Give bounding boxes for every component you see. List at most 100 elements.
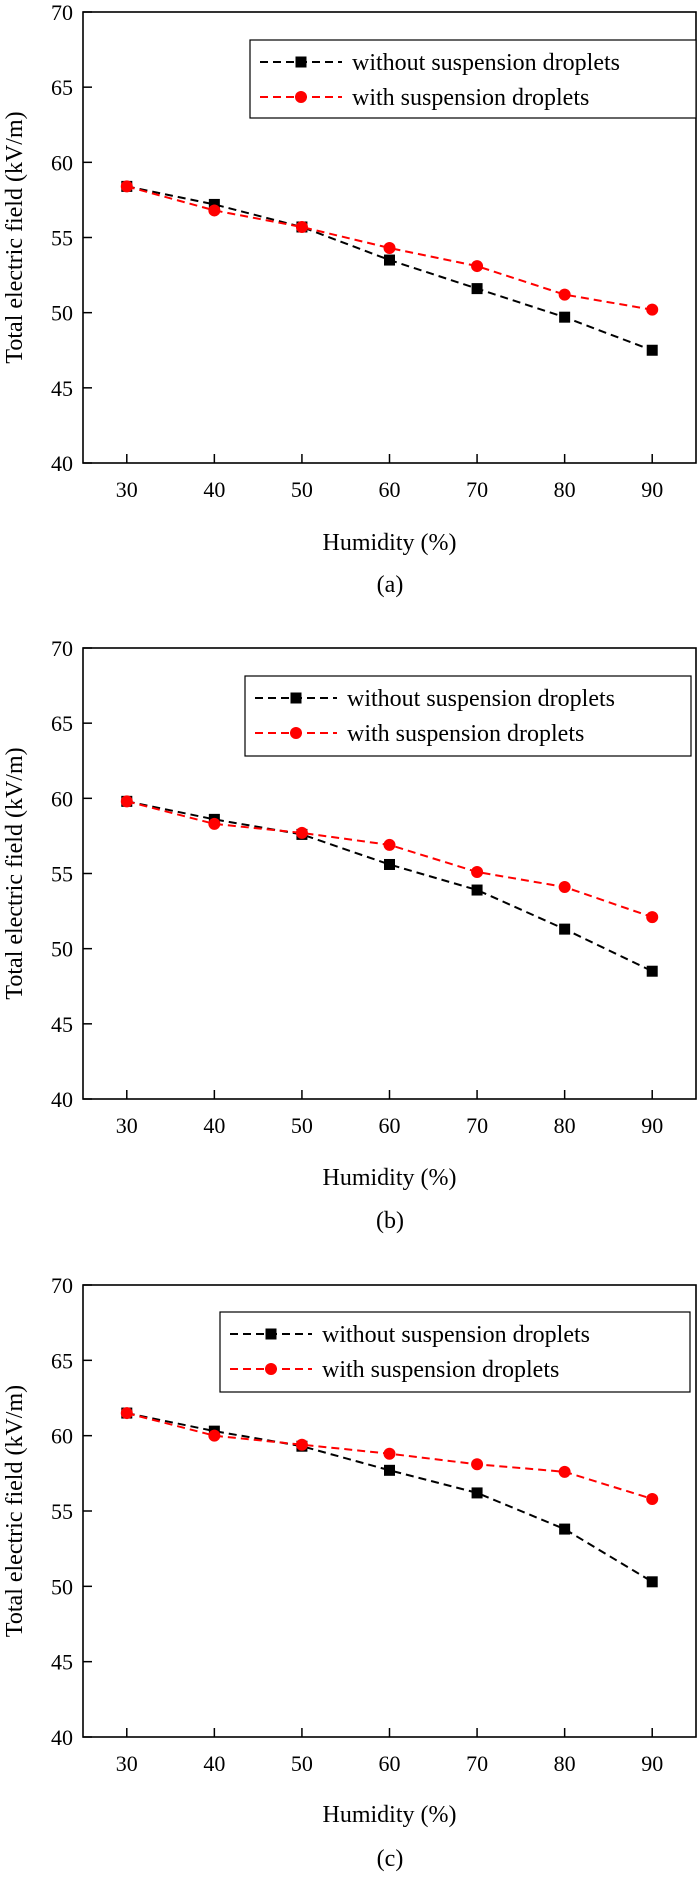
x-tick-label: 60 [379,477,401,502]
data-point-circle [120,180,133,193]
legend: without suspension droplets with suspensi… [244,675,692,757]
y-tick-label: 40 [51,451,73,476]
x-tick-label: 30 [116,1113,138,1138]
y-tick-label: 60 [51,786,73,811]
legend: without suspension droplets with suspensi… [249,39,697,119]
legend-label: with suspension droplets [322,1357,559,1383]
x-axis-title: Humidity (%) [323,530,457,556]
legend-label: with suspension droplets [347,721,584,747]
y-tick-label: 65 [51,711,73,736]
data-point-circle [295,826,308,839]
x-tick-label: 90 [641,1751,663,1776]
y-axis-title: Total electric field (kV/m) [2,1385,28,1637]
data-point-circle [646,1492,659,1505]
data-point-square [559,311,571,323]
series-line-1 [126,1412,653,1583]
data-point-circle [471,1458,484,1471]
data-point-circle [295,1438,308,1451]
data-point-circle [383,1447,396,1460]
data-point-square [646,965,658,977]
x-tick-label: 40 [203,1751,225,1776]
legend-box [244,675,692,757]
y-tick-label: 55 [51,226,73,251]
y-tick-label: 70 [51,1273,73,1298]
data-point-square [208,198,220,210]
data-point-circle [558,288,571,301]
data-point-circle [646,911,659,924]
x-tick-label: 70 [466,477,488,502]
data-point-circle [558,881,571,894]
panel-caption: (a) [377,572,404,598]
y-tick-label: 50 [51,937,73,962]
series-line-1 [126,800,653,973]
y-tick-label: 50 [51,301,73,326]
data-point-square [646,1576,658,1588]
y-tick-label: 45 [51,1012,73,1037]
series-line-1 [126,185,653,352]
data-point-square [384,254,395,266]
legend-marker-circle [265,1363,277,1375]
y-tick-label: 40 [51,1087,73,1112]
x-tick-label: 50 [291,477,313,502]
x-tick-label: 50 [291,1751,313,1776]
data-point-circle [208,817,221,830]
x-tick-label: 90 [641,477,663,502]
data-point-circle [120,1407,133,1420]
legend-marker-circle [295,91,307,103]
data-point-square [646,344,658,356]
legend-marker-square [265,1328,277,1340]
chart-panel-b: 30 40 50 60 70 80 90 40 45 50 55 60 65 70 Humidity (%)… [2,636,697,1234]
x-tick-label: 30 [116,1751,138,1776]
x-tick-label: 60 [379,1113,401,1138]
data-point-circle [208,204,221,217]
data-point-circle [646,303,659,316]
data-point-square [384,858,395,870]
x-tick-label: 80 [554,477,576,502]
x-tick-label: 70 [466,1113,488,1138]
y-tick-label: 60 [51,150,73,175]
legend-box [249,39,697,119]
data-point-square [559,1523,571,1535]
data-point-circle [471,260,484,273]
y-tick-label: 70 [51,636,73,661]
chart-panel-c: 30 40 50 60 70 80 90 40 45 50 55 60 65 70 Humidity (%)… [2,1273,697,1872]
data-point-circle [383,242,396,255]
data-point-circle [558,1465,571,1478]
legend-label: without suspension droplets [352,50,620,76]
data-point-circle [383,838,396,851]
chart-panel-a: 30 40 50 60 70 80 90 40 45 50 55 60 65 70 Humidity (%)… [2,0,697,598]
legend-box [219,1311,691,1393]
x-tick-label: 80 [554,1113,576,1138]
legend-label: with suspension droplets [352,85,589,111]
x-axis-title: Humidity (%) [323,1802,457,1828]
x-tick-label: 60 [379,1751,401,1776]
data-point-square [384,1464,395,1476]
x-tick-label: 40 [203,1113,225,1138]
legend-label: without suspension droplets [322,1322,590,1348]
x-axis-title: Humidity (%) [323,1165,457,1191]
y-axis-title: Total electric field (kV/m) [2,111,28,363]
y-tick-label: 45 [51,376,73,401]
y-tick-label: 60 [51,1424,73,1449]
legend-marker-circle [290,727,302,739]
legend-marker-square [290,692,302,704]
data-point-circle [295,220,308,233]
data-point-circle [208,1429,221,1442]
data-point-circle [471,865,484,878]
y-tick-label: 55 [51,862,73,887]
x-tick-label: 80 [554,1751,576,1776]
x-tick-label: 70 [466,1751,488,1776]
panel-caption: (b) [376,1208,404,1234]
y-tick-label: 40 [51,1725,73,1750]
y-tick-label: 70 [51,0,73,25]
data-point-square [471,1487,483,1499]
data-point-square [559,923,571,935]
data-point-circle [120,795,133,808]
panel-caption: (c) [377,1846,404,1872]
legend-marker-square [295,56,307,68]
legend: without suspension droplets with suspensi… [219,1311,691,1393]
x-tick-label: 90 [641,1113,663,1138]
y-tick-label: 55 [51,1499,73,1524]
y-tick-label: 50 [51,1574,73,1599]
